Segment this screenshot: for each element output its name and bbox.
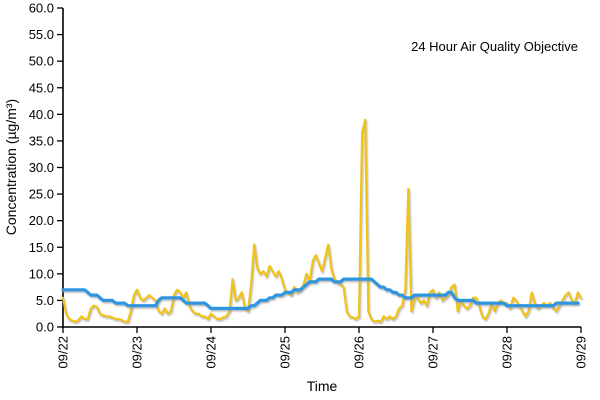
x-tick-label: 09/25 — [278, 336, 293, 369]
y-tick-label: 20.0 — [29, 213, 54, 228]
y-tick-label: 50.0 — [29, 54, 54, 69]
y-tick-label: 25.0 — [29, 187, 54, 202]
y-tick-label: 5.0 — [36, 293, 54, 308]
x-tick-label: 09/22 — [56, 336, 71, 369]
x-tick-label: 09/27 — [426, 336, 441, 369]
x-tick-label: 09/28 — [500, 336, 515, 369]
y-tick-label: 60.0 — [29, 1, 54, 16]
y-tick-label: 30.0 — [29, 160, 54, 175]
24-hour-average-line — [61, 277, 580, 310]
x-tick-label: 09/26 — [352, 336, 367, 369]
y-tick-label: 10.0 — [29, 266, 54, 281]
y-tick-label: 45.0 — [29, 80, 54, 95]
y-tick-label: 40.0 — [29, 107, 54, 122]
y-tick-label: 15.0 — [29, 240, 54, 255]
y-tick-label: 35.0 — [29, 133, 54, 148]
x-tick-label: 09/29 — [574, 336, 589, 369]
hourly-concentration-line — [61, 118, 583, 323]
y-axis-title: Concentration (µg/m³) — [3, 98, 19, 236]
x-tick-label: 09/24 — [204, 336, 219, 369]
x-axis-title: Time — [306, 378, 338, 394]
x-tick-label: 09/23 — [130, 336, 145, 369]
y-tick-label: 55.0 — [29, 27, 54, 42]
objective-line-label: 24 Hour Air Quality Objective — [411, 39, 578, 54]
y-tick-label: 0.0 — [36, 320, 54, 335]
